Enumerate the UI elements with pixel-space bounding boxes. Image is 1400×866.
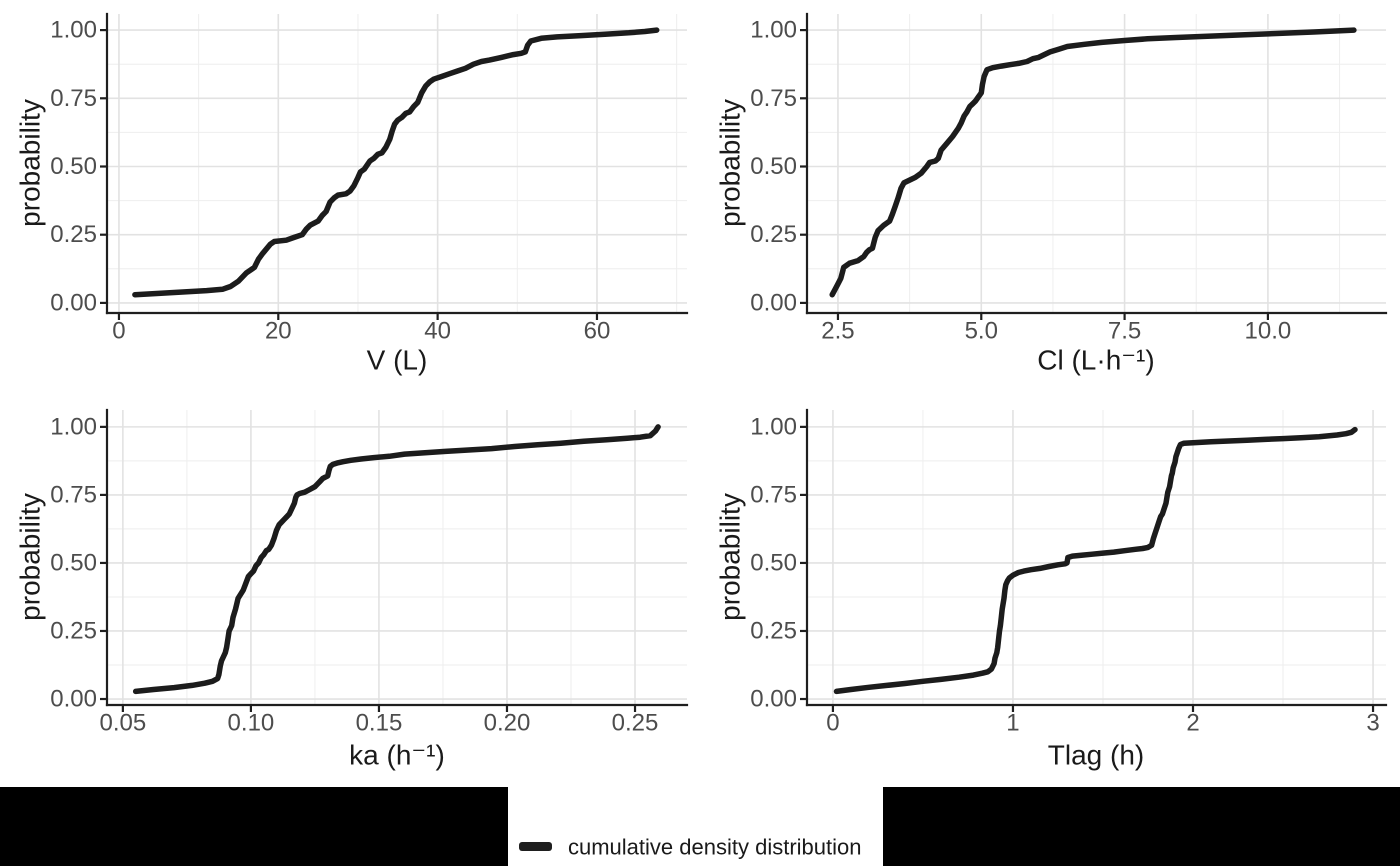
x-tick-label: 0.15 — [356, 710, 403, 737]
x-tick-label: 2.5 — [821, 318, 854, 345]
x-tick-label: 3 — [1366, 710, 1379, 737]
y-tick-label: 1.00 — [50, 413, 97, 440]
x-tick-label: 0.20 — [484, 710, 531, 737]
y-tick-label: 0.75 — [750, 85, 797, 112]
y-tick-label: 0.00 — [50, 289, 97, 316]
ecdf-curve — [833, 426, 1358, 695]
y-tick-label: 0.75 — [50, 85, 97, 112]
x-tick-label: 5.0 — [965, 318, 998, 345]
y-tick-label: 0.50 — [750, 549, 797, 576]
y-axis-title-tlag: probability — [715, 493, 746, 621]
x-tick-label: 20 — [265, 318, 292, 345]
x-tick-label: 0.05 — [100, 710, 147, 737]
ecdf-curve — [829, 27, 1357, 298]
y-tick-label: 0.00 — [750, 289, 797, 316]
y-tick-label: 0.75 — [50, 481, 97, 508]
x-tick-label: 2 — [1186, 710, 1199, 737]
legend-box — [508, 787, 883, 866]
x-tick-label: 60 — [584, 318, 611, 345]
y-tick-label: 1.00 — [750, 17, 797, 44]
x-tick-label: 10.0 — [1245, 318, 1292, 345]
y-tick-label: 1.00 — [50, 17, 97, 44]
x-axis-title-tlag: Tlag (h) — [1048, 740, 1144, 771]
x-axis-title-cl: Cl (L·h⁻¹) — [1037, 345, 1154, 376]
legend: cumulative density distribution — [0, 787, 1400, 866]
ecdf-curve — [132, 424, 661, 695]
axis-titles: V (L) Cl (L·h⁻¹) ka (h⁻¹) Tlag (h) proba… — [15, 99, 1155, 770]
y-axis-title-ka: probability — [15, 493, 46, 621]
y-tick-label: 0.25 — [750, 617, 797, 644]
x-axis-title-ka: ka (h⁻¹) — [349, 740, 445, 771]
legend-key-line-icon — [519, 842, 552, 851]
y-tick-label: 0.50 — [50, 153, 97, 180]
x-tick-label: 40 — [424, 318, 451, 345]
y-tick-label: 0.25 — [50, 221, 97, 248]
y-tick-label: 0.25 — [50, 617, 97, 644]
x-axis-title-v: V (L) — [367, 345, 428, 376]
x-tick-label: 7.5 — [1108, 318, 1141, 345]
y-axis-title-v: probability — [15, 99, 46, 227]
x-tick-label: 1 — [1006, 710, 1019, 737]
y-tick-label: 0.00 — [50, 686, 97, 713]
y-tick-label: 0.75 — [750, 481, 797, 508]
legend-label: cumulative density distribution — [568, 835, 861, 860]
x-tick-label: 0 — [826, 710, 839, 737]
x-tick-label: 0.10 — [228, 710, 275, 737]
panels-layer: 0 20 40 600.000.250.500.751.002.5 5.0 7.5 10.0… — [50, 12, 1388, 737]
ecdf-curve — [132, 27, 660, 298]
y-tick-label: 0.50 — [750, 153, 797, 180]
y-tick-label: 1.00 — [750, 413, 797, 440]
y-tick-label: 0.50 — [50, 549, 97, 576]
y-tick-label: 0.25 — [750, 221, 797, 248]
y-axis-title-cl: probability — [715, 99, 746, 227]
x-tick-label: 0 — [112, 318, 125, 345]
y-tick-label: 0.00 — [750, 686, 797, 713]
x-tick-label: 0.25 — [612, 710, 659, 737]
